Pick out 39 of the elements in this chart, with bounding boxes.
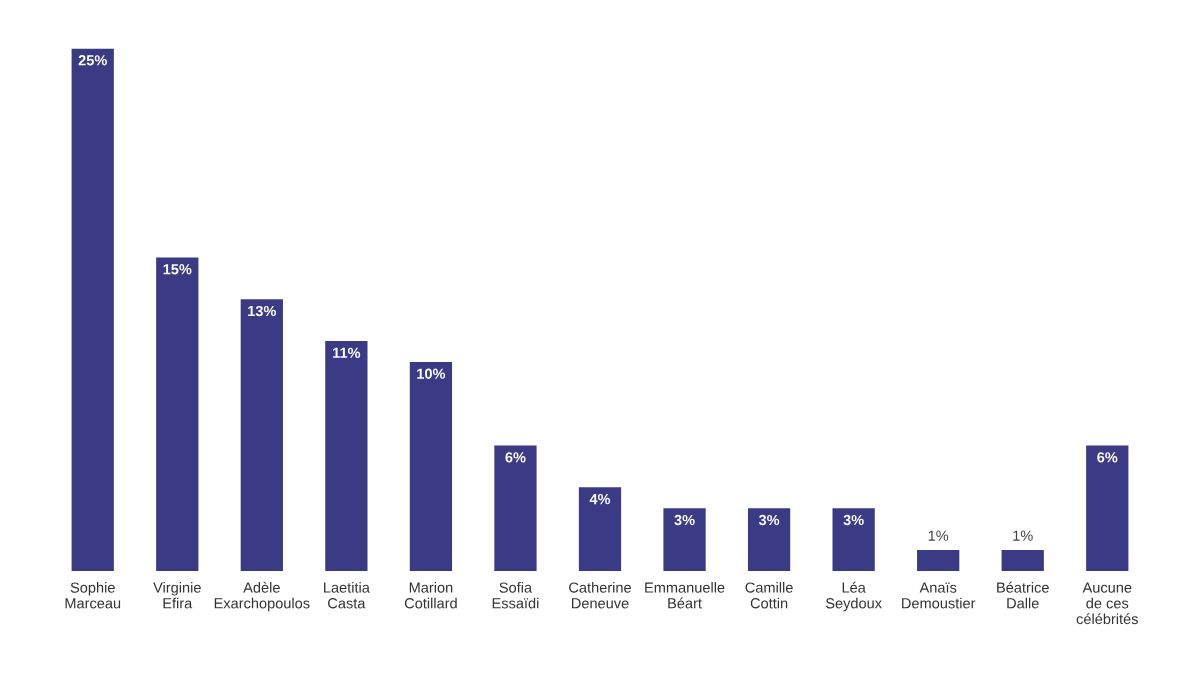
- bar: [494, 445, 537, 571]
- data-label: 6%: [1097, 452, 1118, 463]
- x-tick-label: Catherine Deneuve: [569, 582, 631, 609]
- x-tick-label: Virginie Efira: [153, 582, 201, 609]
- bar: [325, 341, 368, 571]
- bar: [1086, 445, 1129, 571]
- x-tick-label: Camille Cottin: [745, 582, 793, 609]
- x-tick-label: Sofia Essaïdi: [492, 582, 539, 609]
- data-label: 6%: [505, 452, 526, 463]
- bar: [1001, 550, 1044, 571]
- bar: [917, 550, 960, 571]
- data-label: 13%: [248, 305, 277, 317]
- bar: [71, 48, 114, 571]
- data-label: 3%: [674, 514, 695, 526]
- bar: [409, 361, 453, 571]
- x-tick-label: Sophie Marceau: [65, 582, 121, 609]
- x-tick-label: Emmanuelle Béart: [645, 582, 725, 609]
- x-tick-label: Laetitia Casta: [324, 582, 370, 609]
- bar: [578, 487, 622, 571]
- data-label: 1%: [1013, 530, 1033, 541]
- data-label: 3%: [758, 514, 780, 526]
- bar: [663, 508, 706, 571]
- data-label: 3%: [843, 514, 864, 526]
- bar: [156, 257, 199, 571]
- bar: [240, 299, 283, 571]
- bar: [747, 508, 791, 571]
- x-tick-label: Marion Cotillard: [404, 582, 457, 609]
- bar: [832, 508, 875, 571]
- data-label: 11%: [333, 347, 361, 358]
- data-label: 1%: [928, 530, 949, 541]
- data-label: 25%: [78, 55, 107, 66]
- x-tick-label: Béatrice Dalle: [997, 581, 1049, 609]
- x-tick-label: Aucune de ces célébrités: [1076, 582, 1138, 625]
- x-tick-label: Adèle Exarchopoulos: [214, 581, 310, 612]
- data-label: 15%: [163, 264, 192, 275]
- data-label: 4%: [589, 494, 611, 505]
- data-label: 10%: [417, 368, 446, 379]
- x-tick-label: Léa Seydoux: [825, 581, 882, 612]
- x-tick-label: Anaïs Demoustier: [902, 582, 976, 609]
